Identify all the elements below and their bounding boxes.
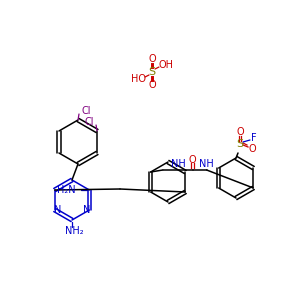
Text: OH: OH: [158, 60, 173, 70]
Text: N: N: [54, 205, 62, 215]
Text: NH₂: NH₂: [65, 226, 83, 236]
Text: O: O: [189, 155, 196, 165]
Text: O: O: [148, 54, 156, 64]
Text: O: O: [148, 80, 156, 90]
Text: HO: HO: [131, 74, 146, 84]
Text: N: N: [82, 205, 90, 215]
Text: Cl: Cl: [81, 106, 91, 116]
Text: Cl: Cl: [85, 117, 94, 127]
Text: NH: NH: [199, 159, 214, 169]
Text: O: O: [236, 127, 244, 137]
Text: NH: NH: [171, 159, 186, 169]
Text: S: S: [148, 67, 156, 77]
Text: F: F: [251, 133, 257, 143]
Text: H₂N: H₂N: [57, 185, 75, 195]
Text: S: S: [236, 139, 244, 149]
Text: O: O: [248, 144, 256, 154]
